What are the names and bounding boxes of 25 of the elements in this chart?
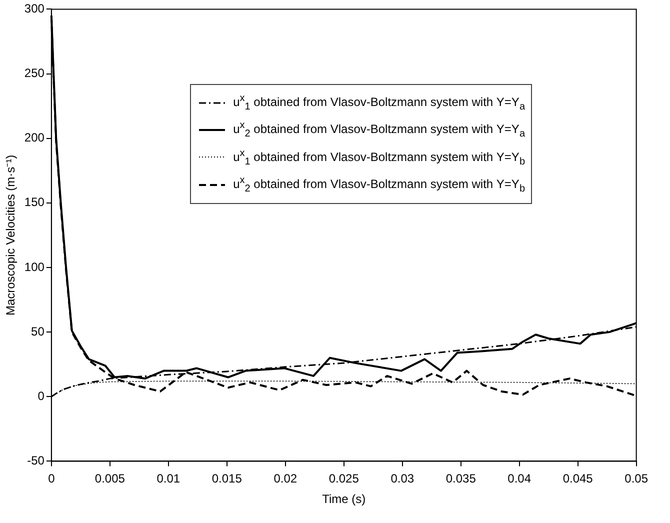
x-tick-label: 0.04 (508, 472, 532, 486)
y-tick-label: -50 (27, 454, 45, 468)
x-tick-label: 0.05 (624, 472, 648, 486)
legend-label: u$^{x}$$_{2}$ obtained from Vlasov-Boltzmann system with Υ=Υ$_{b}$ (233, 174, 525, 197)
legend-label: u$^{x}$$_{1}$ obtained from Vlasov-Boltzmann system with Υ=Υ$_{a}$ (233, 92, 525, 114)
y-axis-title: Macroscopic Velocities (m·s⁻¹) (4, 154, 18, 316)
y-tick-label: 300 (24, 2, 45, 16)
x-tick-label: 0.025 (328, 472, 360, 486)
x-tick-label: 0.03 (390, 472, 414, 486)
x-tick-label: 0.02 (274, 472, 298, 486)
x-tick-label: 0.035 (446, 472, 476, 486)
x-axis-title: Time (s) (322, 492, 366, 506)
y-tick-label: 250 (24, 66, 45, 80)
legend-label: u$^{x}$$_{2}$ obtained from Vlasov-Boltzmann system with Υ=Υ$_{a}$ (233, 119, 525, 142)
y-tick-label: 50 (31, 324, 45, 338)
x-tick-label: 0 (48, 472, 56, 486)
y-tick-label: 200 (24, 130, 45, 145)
y-tick-label: 150 (24, 195, 45, 210)
y-tick-label: 0 (38, 388, 45, 403)
legend-label: u$^{x}$$_{1}$ obtained from Vlasov-Boltzmann system with Υ=Υ$_{b}$ (233, 146, 525, 170)
x-tick-label: 0.005 (94, 472, 126, 486)
x-tick-label: 0.01 (156, 472, 180, 486)
x-tick-label: 0.045 (562, 472, 594, 486)
y-tick-label: 100 (24, 260, 45, 274)
x-tick-label: 0.015 (212, 472, 242, 486)
